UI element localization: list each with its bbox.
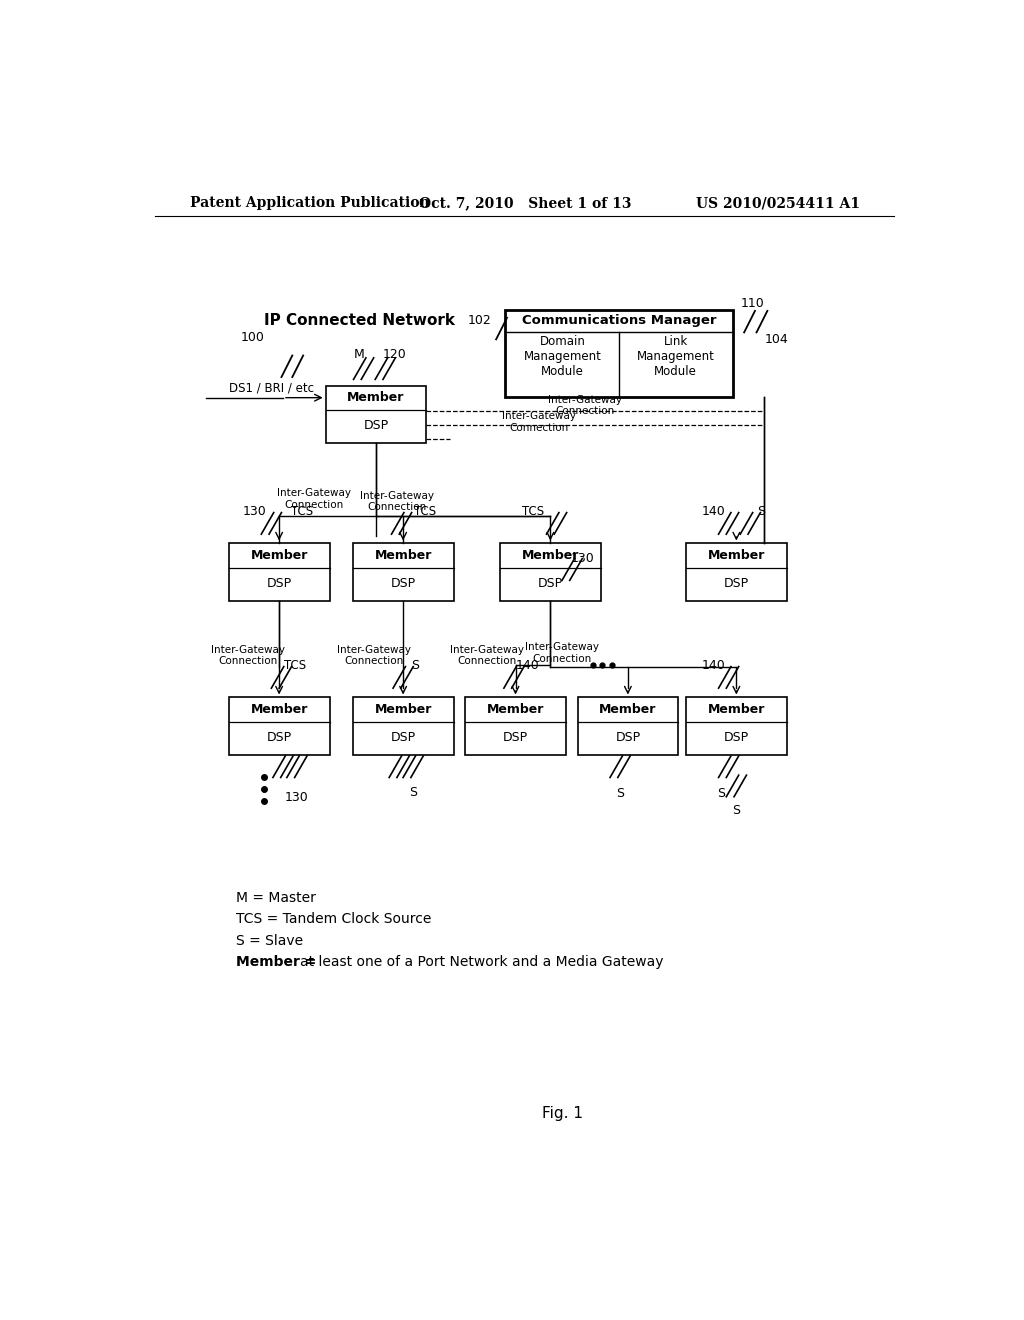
Text: Member: Member — [375, 704, 432, 715]
Bar — [465, 697, 566, 755]
Text: 120: 120 — [382, 348, 406, 362]
Text: Inter-Gateway: Inter-Gateway — [502, 411, 575, 421]
Text: 130: 130 — [285, 791, 309, 804]
Text: S = Slave: S = Slave — [237, 933, 304, 948]
Text: TCS: TCS — [291, 504, 313, 517]
Text: Connection: Connection — [285, 500, 344, 510]
Text: Member: Member — [251, 704, 308, 715]
Text: at least one of a Port Network and a Media Gateway: at least one of a Port Network and a Med… — [300, 956, 664, 969]
Text: Communications Manager: Communications Manager — [521, 314, 716, 327]
Text: Connection: Connection — [457, 656, 516, 667]
Text: 130: 130 — [571, 552, 595, 565]
Text: Member: Member — [486, 704, 544, 715]
Text: Member: Member — [521, 549, 579, 562]
Text: Member: Member — [251, 549, 308, 562]
Text: Member: Member — [347, 391, 404, 404]
Text: Member: Member — [599, 704, 656, 715]
Text: 130: 130 — [243, 504, 266, 517]
Text: Connection: Connection — [368, 502, 427, 512]
Text: Inter-Gateway: Inter-Gateway — [211, 644, 285, 655]
Text: DSP: DSP — [390, 731, 416, 744]
Text: DSP: DSP — [364, 420, 388, 433]
Text: Inter-Gateway: Inter-Gateway — [548, 395, 623, 405]
Bar — [326, 385, 426, 444]
Text: M: M — [353, 348, 365, 362]
Text: DSP: DSP — [724, 577, 749, 590]
Text: Inter-Gateway: Inter-Gateway — [525, 643, 599, 652]
Text: Inter-Gateway: Inter-Gateway — [450, 644, 524, 655]
Text: Member: Member — [375, 549, 432, 562]
Text: S: S — [410, 785, 417, 799]
Text: TCS: TCS — [522, 504, 545, 517]
Text: 140: 140 — [702, 659, 726, 672]
Text: DSP: DSP — [266, 731, 292, 744]
Text: Connection: Connection — [556, 407, 614, 416]
Text: Domain
Management
Module: Domain Management Module — [523, 335, 601, 378]
Bar — [506, 310, 732, 397]
Text: M = Master: M = Master — [237, 891, 316, 904]
Text: Oct. 7, 2010   Sheet 1 of 13: Oct. 7, 2010 Sheet 1 of 13 — [419, 197, 631, 210]
Bar — [500, 544, 601, 601]
Text: Connection: Connection — [509, 422, 568, 433]
Text: TCS: TCS — [414, 504, 436, 517]
Text: Inter-Gateway: Inter-Gateway — [278, 488, 351, 499]
Text: Connection: Connection — [345, 656, 404, 667]
Text: 140: 140 — [701, 504, 725, 517]
Text: Connection: Connection — [532, 653, 592, 664]
Text: DSP: DSP — [503, 731, 528, 744]
Text: DSP: DSP — [390, 577, 416, 590]
Text: S: S — [616, 787, 624, 800]
Text: DSP: DSP — [724, 731, 749, 744]
Text: Member =: Member = — [237, 956, 322, 969]
Text: DS1 / BRI / etc: DS1 / BRI / etc — [229, 381, 314, 395]
Text: DSP: DSP — [266, 577, 292, 590]
Text: 140: 140 — [515, 659, 539, 672]
Text: Connection: Connection — [218, 656, 278, 667]
Text: Member: Member — [708, 704, 765, 715]
Text: Patent Application Publication: Patent Application Publication — [190, 197, 430, 210]
Text: 100: 100 — [241, 330, 264, 343]
Text: S: S — [732, 804, 740, 817]
Text: 102: 102 — [468, 314, 492, 327]
Text: DSP: DSP — [615, 731, 640, 744]
Text: Inter-Gateway: Inter-Gateway — [338, 644, 412, 655]
Text: US 2010/0254411 A1: US 2010/0254411 A1 — [695, 197, 859, 210]
Bar — [352, 544, 454, 601]
Text: TCS: TCS — [284, 659, 306, 672]
Text: IP Connected Network: IP Connected Network — [263, 313, 455, 327]
Text: S: S — [411, 659, 419, 672]
Text: Fig. 1: Fig. 1 — [542, 1106, 583, 1121]
Bar — [686, 697, 786, 755]
Bar — [686, 544, 786, 601]
Bar — [578, 697, 678, 755]
Text: Link
Management
Module: Link Management Module — [637, 335, 715, 378]
Bar — [228, 544, 330, 601]
Text: TCS = Tandem Clock Source: TCS = Tandem Clock Source — [237, 912, 432, 927]
Bar — [228, 697, 330, 755]
Text: 110: 110 — [740, 297, 764, 310]
Text: Member: Member — [708, 549, 765, 562]
Text: S: S — [757, 504, 765, 517]
Text: DSP: DSP — [538, 577, 563, 590]
Text: S: S — [717, 787, 725, 800]
Bar — [352, 697, 454, 755]
Text: 104: 104 — [765, 333, 788, 346]
Text: Inter-Gateway: Inter-Gateway — [359, 491, 434, 500]
